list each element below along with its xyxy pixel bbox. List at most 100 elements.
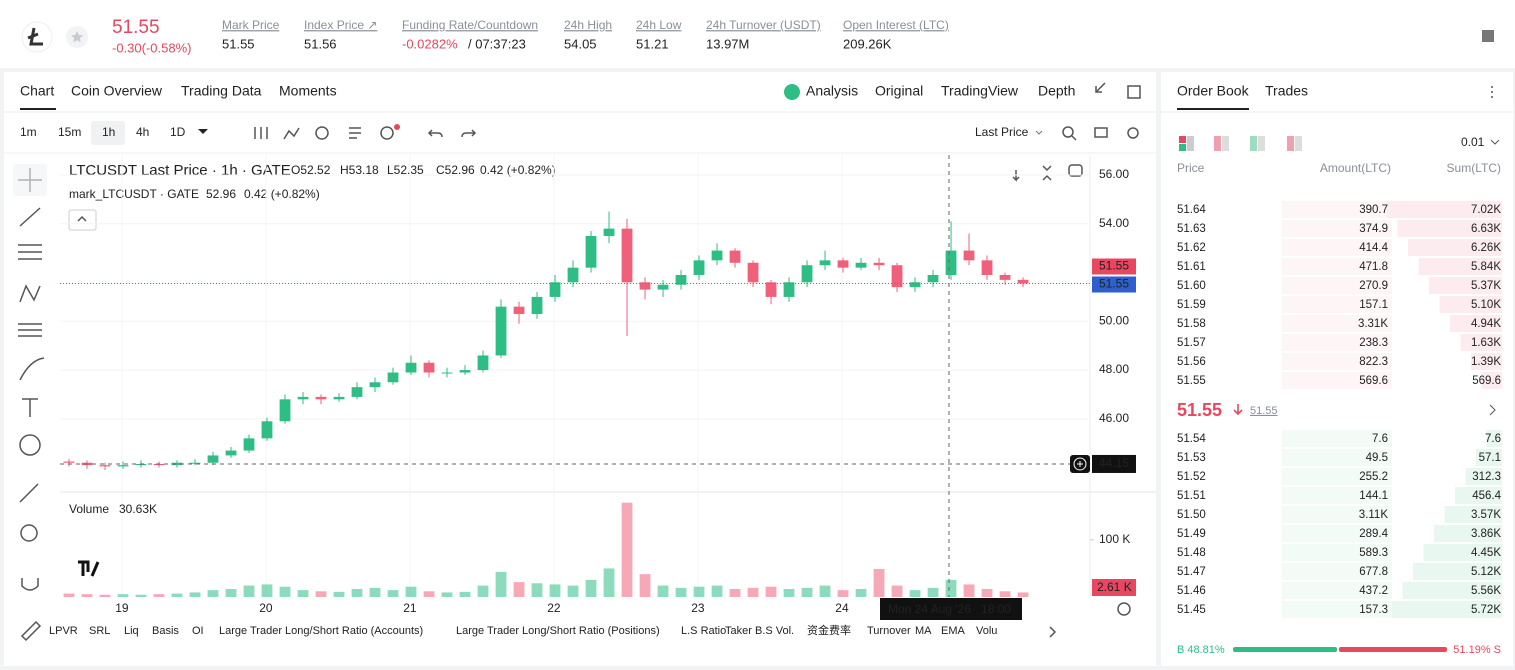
stat-label: Mark Price — [222, 18, 280, 32]
ob-price: 51.47 — [1177, 566, 1206, 578]
volume-bar — [531, 583, 543, 597]
indicator[interactable]: SRL — [89, 625, 110, 637]
indicator[interactable]: Large Trader Long/Short Ratio (Positions… — [456, 625, 660, 637]
ob-precision[interactable]: 0.01 — [1461, 135, 1485, 149]
indicator[interactable]: 资金费率 — [807, 623, 851, 637]
indicator[interactable]: MA — [915, 625, 932, 637]
view[interactable]: TradingView — [941, 83, 1019, 99]
candle-body — [657, 284, 669, 290]
ob-sum: 4.94K — [1471, 318, 1501, 330]
depth-bar — [1476, 449, 1502, 466]
candle-body — [369, 382, 381, 388]
ob-layout-icons — [1179, 136, 1302, 151]
volume-bar — [225, 589, 237, 597]
volume-bar — [459, 591, 471, 597]
candle-body — [261, 421, 273, 439]
buy-ratio-bar — [1233, 647, 1337, 652]
ob-price: 51.46 — [1177, 585, 1206, 597]
interval[interactable]: 15m — [58, 125, 81, 139]
legend-l: L52.35 — [387, 163, 424, 177]
candle-body — [603, 228, 615, 236]
stat-value: 209.26K — [843, 36, 892, 51]
ob-price: 51.51 — [1177, 490, 1206, 502]
x-tick-label: 23 — [691, 601, 705, 615]
volume-bar — [405, 586, 417, 597]
volume-bar — [81, 594, 93, 597]
volume-bar — [189, 592, 201, 597]
ob-amount: 414.4 — [1359, 242, 1388, 254]
indicator[interactable]: Taker B.S Vol. — [725, 625, 794, 637]
candle-body — [207, 455, 219, 463]
stat-value: 54.05 — [564, 36, 597, 51]
candle-body — [909, 282, 921, 288]
indicator[interactable]: LPVR — [49, 625, 78, 637]
legend-h: H53.18 — [340, 163, 379, 177]
stat-label: 24h Turnover (USDT) — [706, 18, 821, 32]
ob-last-mark: 51.55 — [1250, 405, 1278, 417]
view[interactable]: Analysis — [806, 83, 858, 99]
indicator[interactable]: OI — [192, 625, 204, 637]
volume-bar — [837, 590, 849, 597]
ob-sell-ratio: 51.19% S — [1453, 644, 1501, 656]
x-tick-label: 24 — [835, 601, 849, 615]
indicator[interactable]: L.S Ratio — [681, 625, 726, 637]
ob-sum: 57.1 — [1479, 452, 1501, 464]
indicator[interactable]: EMA — [941, 625, 966, 637]
candle-body — [405, 362, 417, 373]
volume-bar — [891, 585, 903, 597]
expand-arrow[interactable] — [1489, 404, 1496, 416]
volume-bar — [1017, 592, 1029, 597]
interval[interactable]: 4h — [136, 125, 149, 139]
indicator[interactable]: Liq — [124, 625, 139, 637]
view[interactable]: Depth — [1038, 83, 1075, 99]
volume-bar — [873, 569, 885, 597]
tab[interactable]: Chart — [20, 83, 54, 99]
legend-o: O52.52 — [291, 163, 331, 177]
candle-body — [189, 462, 201, 464]
ob-tab[interactable]: Order Book — [1177, 83, 1250, 99]
stat-extra: / 07:37:23 — [468, 36, 526, 51]
ob-amount: 255.2 — [1359, 471, 1388, 483]
interval[interactable]: 1D — [170, 125, 186, 139]
tab[interactable]: Moments — [279, 83, 337, 99]
x-tick-label: 22 — [547, 601, 561, 615]
volume-bar — [783, 589, 795, 597]
volume-bar — [315, 591, 327, 597]
volume-bar — [855, 589, 867, 597]
indicator[interactable]: Volu — [976, 625, 997, 637]
indicator[interactable]: Turnover — [867, 625, 911, 637]
interval[interactable]: 1m — [20, 125, 37, 139]
ob-sum: 7.02K — [1471, 204, 1501, 216]
volume-bar — [621, 502, 633, 597]
tab[interactable]: Trading Data — [181, 83, 262, 99]
precision-arrow[interactable] — [1490, 139, 1500, 145]
indicator[interactable]: Large Trader Long/Short Ratio (Accounts) — [219, 625, 423, 637]
ob-tab[interactable]: Trades — [1265, 83, 1308, 99]
volume-bar — [99, 594, 111, 597]
indicator[interactable]: Basis — [152, 625, 179, 637]
volume-bar — [675, 587, 687, 597]
tab[interactable]: Coin Overview — [71, 83, 163, 99]
depth-bar — [1392, 601, 1502, 618]
interval[interactable]: 1h — [102, 125, 115, 139]
amount-bar — [1282, 353, 1392, 370]
depth-bar — [1481, 372, 1502, 389]
y-tick-label: 48.00 — [1099, 362, 1129, 376]
volume-bar — [441, 592, 453, 597]
amount-bar — [1282, 372, 1392, 389]
y-tick-label: 46.00 — [1099, 411, 1129, 425]
ob-amount: 270.9 — [1359, 280, 1388, 292]
dropdown-arrow[interactable] — [198, 129, 208, 134]
volume-bar — [819, 585, 831, 597]
legend-chg: 0.42 (+0.82%) — [480, 163, 556, 177]
candle-body — [351, 387, 363, 397]
crosshair-price-label: 44.15 — [1099, 456, 1129, 470]
price-source[interactable]: Last Price — [975, 125, 1029, 139]
book-icon[interactable] — [1482, 30, 1494, 42]
view[interactable]: Original — [875, 83, 923, 99]
candle-body — [153, 463, 165, 466]
depth-bar — [1402, 582, 1502, 599]
volume-bar — [747, 587, 759, 597]
collapse-button[interactable] — [68, 209, 97, 231]
